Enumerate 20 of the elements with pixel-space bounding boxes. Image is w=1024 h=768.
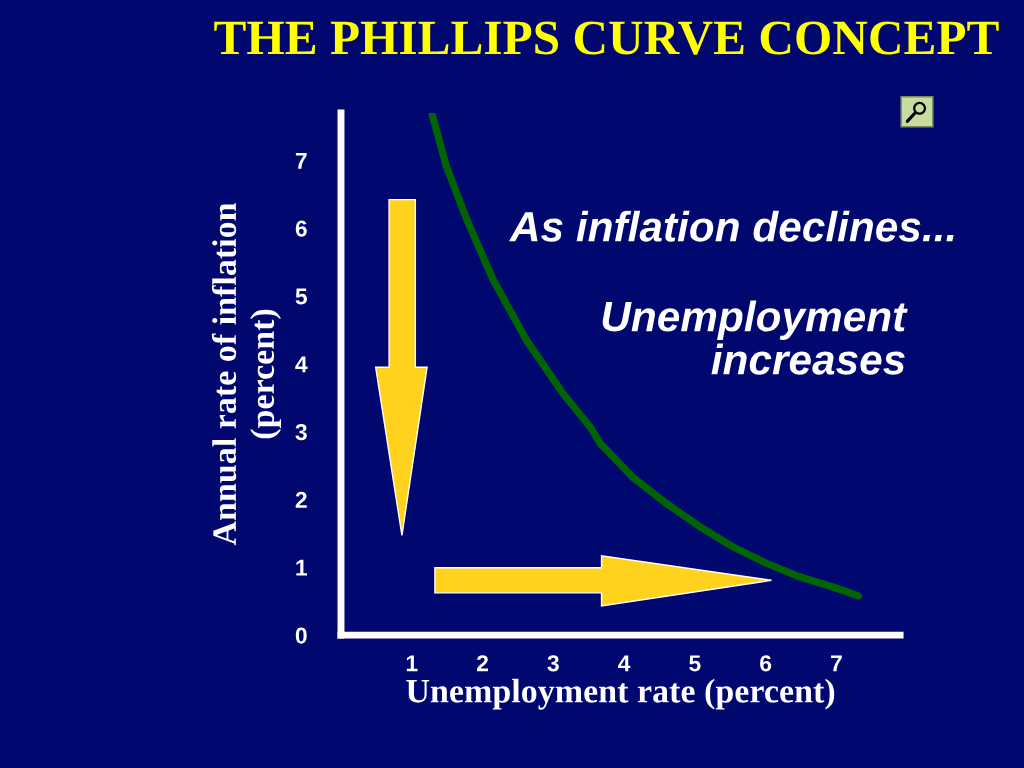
y-tick-label: 5 xyxy=(295,288,308,305)
annotation: Unemployment increases xyxy=(602,300,908,375)
x-tick-label: 2 xyxy=(476,655,488,672)
annotation: As inflation declines... xyxy=(509,210,954,242)
x-tick-label: 4 xyxy=(618,655,631,672)
x-tick-label: 6 xyxy=(760,655,772,672)
x-axis-title: Unemployment rate (percent) xyxy=(406,678,835,710)
y-tick-label: 2 xyxy=(295,491,307,508)
y-tick-label: 7 xyxy=(295,152,307,169)
y-tick-label: 6 xyxy=(295,220,307,237)
y-tick-label: 0 xyxy=(295,627,307,644)
y-axis-title: Annual rate of inflation (percent) xyxy=(211,202,282,546)
chart-title: THE PHILLIPS CURVE CONCEPT xyxy=(214,21,999,55)
y-tick-label: 4 xyxy=(295,356,308,373)
x-tick-label: 5 xyxy=(689,655,701,672)
x-tick-label: 1 xyxy=(406,655,418,672)
y-tick-label: 1 xyxy=(296,559,308,576)
x-tick-label: 7 xyxy=(831,655,842,672)
x-tick-label: 3 xyxy=(547,655,559,672)
y-tick-label: 3 xyxy=(295,423,307,441)
